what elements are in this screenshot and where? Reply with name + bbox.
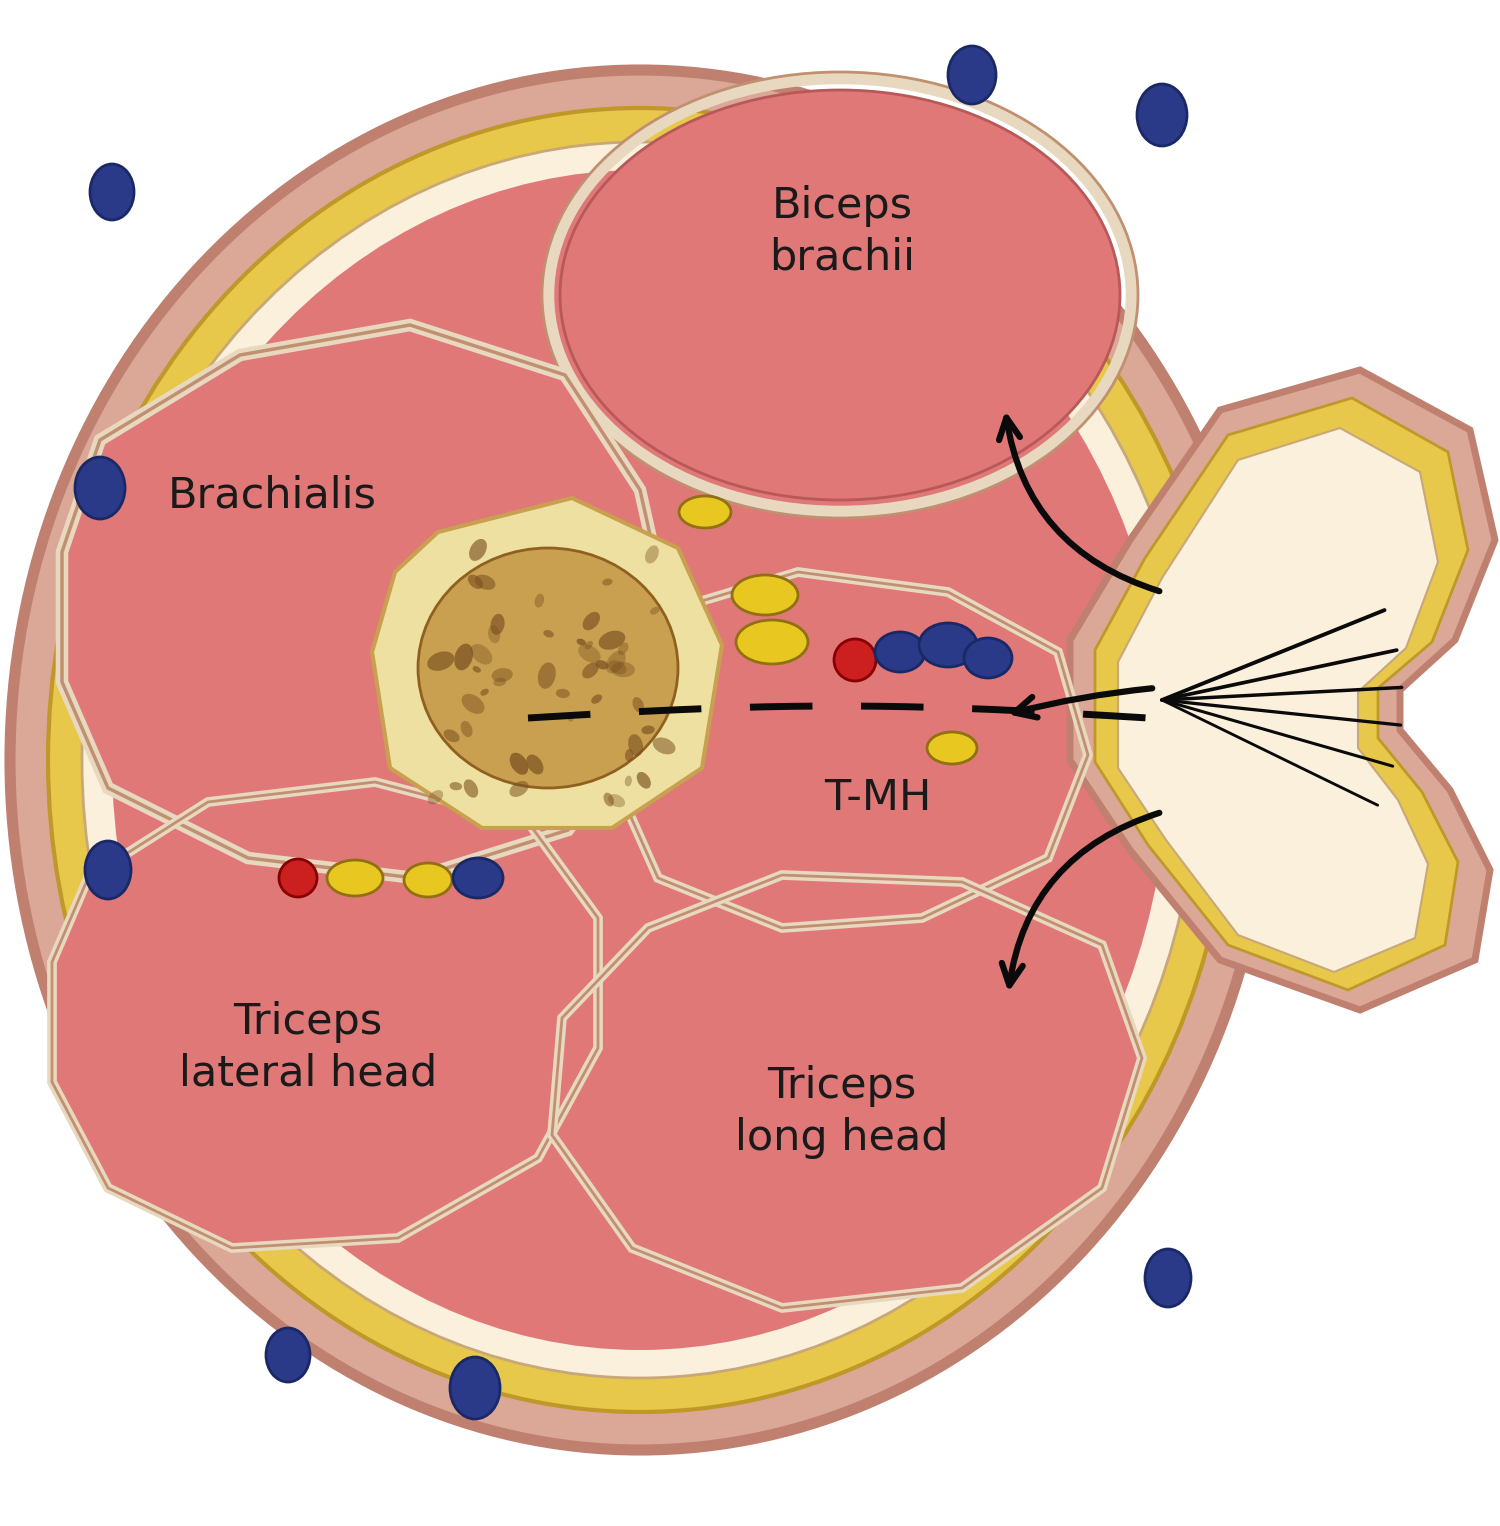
Ellipse shape (618, 642, 628, 655)
Ellipse shape (585, 641, 592, 650)
Ellipse shape (10, 70, 1270, 1450)
Text: Brachialis: Brachialis (168, 475, 376, 516)
Ellipse shape (90, 163, 134, 220)
Ellipse shape (732, 575, 798, 615)
Ellipse shape (598, 630, 625, 650)
Ellipse shape (450, 1357, 500, 1419)
Ellipse shape (602, 578, 612, 586)
Ellipse shape (543, 630, 554, 638)
Ellipse shape (610, 662, 634, 678)
Ellipse shape (538, 662, 556, 688)
Ellipse shape (82, 142, 1198, 1378)
Polygon shape (372, 497, 722, 829)
Ellipse shape (964, 638, 1012, 678)
Polygon shape (53, 781, 598, 1248)
Ellipse shape (645, 545, 658, 563)
Ellipse shape (1144, 1248, 1191, 1306)
Ellipse shape (454, 644, 472, 670)
Ellipse shape (464, 780, 478, 798)
Ellipse shape (920, 623, 976, 667)
Ellipse shape (112, 169, 1168, 1351)
Ellipse shape (492, 668, 513, 682)
Ellipse shape (510, 781, 528, 797)
Ellipse shape (444, 729, 459, 742)
Ellipse shape (471, 644, 492, 664)
Ellipse shape (608, 794, 625, 807)
Ellipse shape (534, 594, 544, 607)
Ellipse shape (560, 90, 1120, 501)
Ellipse shape (948, 46, 996, 104)
Ellipse shape (591, 694, 602, 703)
Ellipse shape (470, 539, 488, 562)
Ellipse shape (680, 496, 730, 528)
Ellipse shape (628, 734, 644, 757)
Ellipse shape (652, 737, 675, 754)
Ellipse shape (427, 790, 442, 804)
Ellipse shape (480, 688, 489, 696)
Ellipse shape (603, 792, 613, 806)
Ellipse shape (404, 864, 451, 897)
Ellipse shape (596, 661, 609, 670)
Ellipse shape (510, 752, 528, 775)
Ellipse shape (86, 841, 130, 899)
Ellipse shape (874, 632, 926, 671)
Text: Biceps
brachii: Biceps brachii (770, 185, 915, 279)
Ellipse shape (75, 456, 124, 519)
Polygon shape (552, 874, 1142, 1308)
Ellipse shape (650, 607, 660, 615)
Ellipse shape (460, 720, 472, 737)
Ellipse shape (419, 548, 678, 787)
Ellipse shape (576, 638, 586, 645)
Ellipse shape (556, 688, 570, 697)
Ellipse shape (567, 713, 573, 722)
Ellipse shape (462, 694, 484, 714)
Ellipse shape (636, 772, 651, 789)
Ellipse shape (490, 613, 504, 635)
Ellipse shape (1137, 84, 1186, 146)
Ellipse shape (472, 665, 482, 673)
Ellipse shape (736, 620, 808, 664)
Ellipse shape (427, 652, 454, 671)
Ellipse shape (626, 749, 633, 761)
Ellipse shape (578, 644, 600, 662)
Polygon shape (1070, 369, 1496, 1010)
Polygon shape (1118, 427, 1438, 972)
Ellipse shape (450, 781, 462, 790)
Ellipse shape (608, 661, 627, 674)
Ellipse shape (453, 858, 503, 897)
Ellipse shape (927, 732, 976, 765)
Polygon shape (1095, 398, 1468, 990)
Ellipse shape (494, 678, 507, 687)
Ellipse shape (606, 650, 625, 673)
Ellipse shape (266, 1328, 310, 1383)
Ellipse shape (48, 108, 1231, 1412)
Ellipse shape (582, 662, 598, 679)
Ellipse shape (642, 725, 654, 734)
Ellipse shape (526, 754, 543, 775)
Ellipse shape (834, 639, 876, 681)
Polygon shape (62, 325, 668, 877)
Text: Triceps
long head: Triceps long head (735, 1065, 948, 1158)
Ellipse shape (468, 575, 483, 589)
Text: T-MH: T-MH (825, 777, 932, 819)
Polygon shape (618, 572, 1088, 928)
Ellipse shape (582, 612, 600, 630)
Ellipse shape (279, 859, 316, 897)
Ellipse shape (488, 626, 500, 644)
Ellipse shape (633, 697, 644, 713)
Text: Triceps
lateral head: Triceps lateral head (178, 1001, 436, 1096)
Ellipse shape (624, 775, 632, 786)
Ellipse shape (476, 575, 495, 591)
Ellipse shape (327, 861, 382, 896)
